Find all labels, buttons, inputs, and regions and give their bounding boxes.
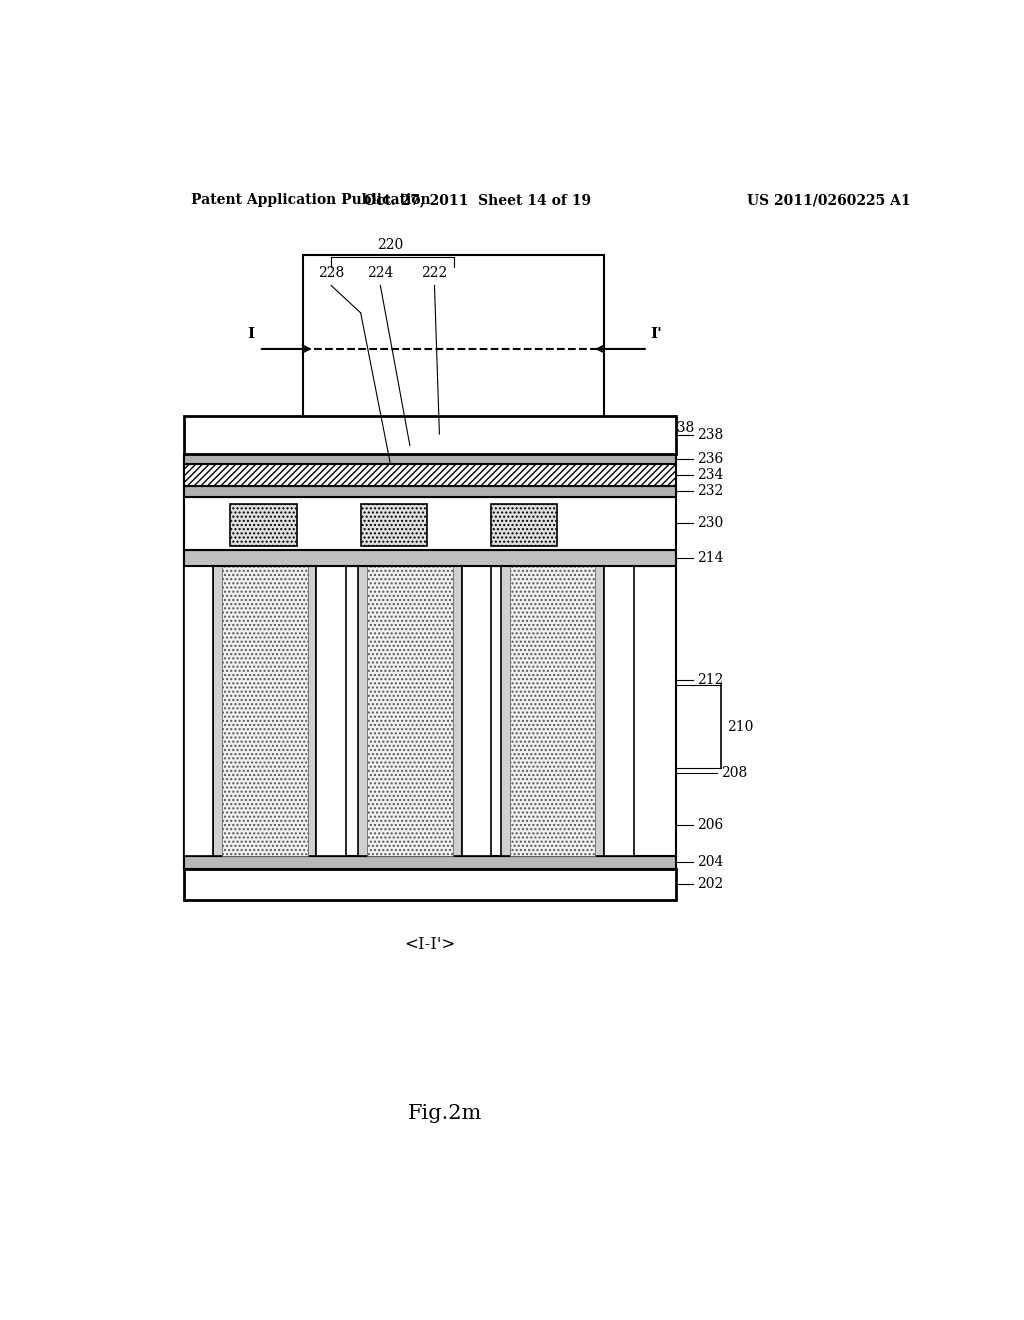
Bar [183,496,676,550]
Text: 214: 214 [697,550,724,565]
Text: Fig.2m: Fig.2m [409,1105,482,1123]
Text: 224: 224 [368,267,393,280]
Text: 202: 202 [697,878,723,891]
Text: 210: 210 [727,719,754,734]
Bar [230,504,297,545]
Text: 230: 230 [697,516,723,531]
Bar [360,504,427,545]
Bar [492,504,557,545]
Text: 206: 206 [697,818,723,832]
Bar [183,486,676,496]
Bar [183,855,676,869]
Text: <I-I'>: <I-I'> [403,936,456,953]
Text: 208: 208 [721,766,748,780]
Bar [222,566,307,855]
Bar [367,566,453,855]
Text: 220: 220 [377,238,403,252]
Text: US 2011/0260225 A1: US 2011/0260225 A1 [748,193,910,207]
Text: 212: 212 [697,673,723,688]
Bar [303,255,604,444]
Bar [183,416,676,454]
Text: 222: 222 [421,267,447,280]
Text: 204: 204 [697,855,723,869]
Bar [213,566,316,855]
Text: I': I' [650,327,662,341]
Text: I: I [248,327,255,341]
Text: 234: 234 [697,469,723,482]
Bar [604,566,634,855]
Bar [183,550,676,566]
Bar [316,566,346,855]
Text: Patent Application Publication: Patent Application Publication [191,193,431,207]
Bar [358,566,462,855]
Bar [462,566,492,855]
Text: 238: 238 [607,421,694,434]
Text: 236: 236 [697,451,723,466]
Bar [183,566,213,855]
Text: 232: 232 [697,484,723,499]
Bar [183,465,676,486]
Text: Oct. 27, 2011  Sheet 14 of 19: Oct. 27, 2011 Sheet 14 of 19 [364,193,591,207]
Bar [501,566,604,855]
Bar [183,566,676,855]
Text: 228: 228 [318,267,344,280]
Bar [183,869,676,900]
Bar [183,454,676,465]
Bar [510,566,595,855]
Text: 238: 238 [697,428,723,442]
